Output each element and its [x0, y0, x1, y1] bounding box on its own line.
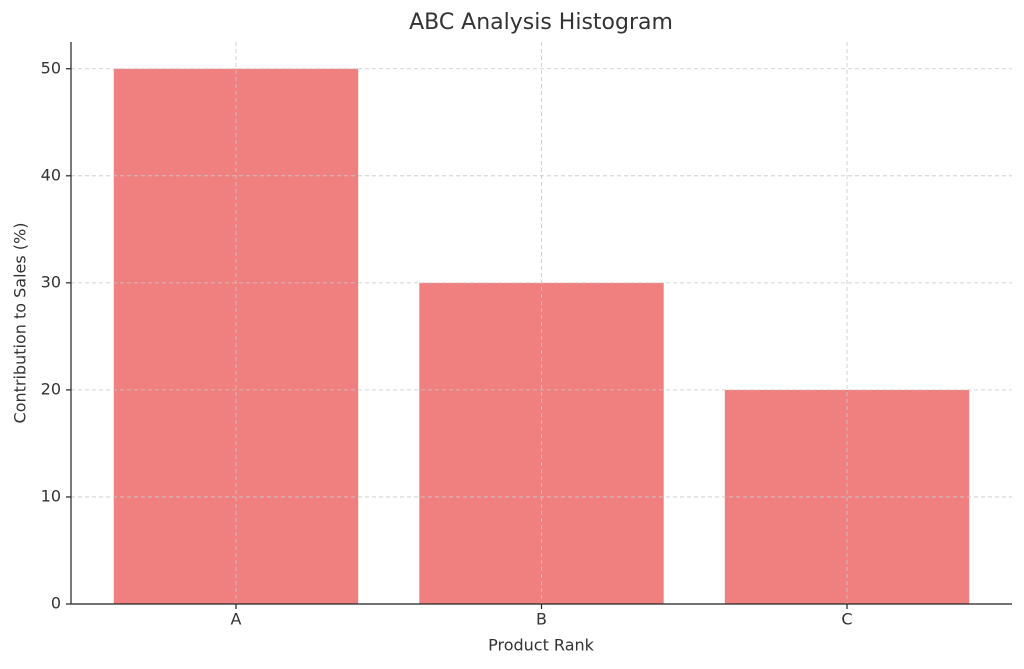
- x-tick-label: A: [231, 610, 242, 629]
- y-axis-label: Contribution to Sales (%): [11, 223, 30, 424]
- axes: 0 10 20 30 40 50 A B C: [41, 42, 1012, 629]
- y-tick-label: 50: [41, 58, 61, 77]
- x-tick-label: C: [841, 610, 852, 629]
- x-tick-label: B: [536, 610, 547, 629]
- y-tick-label: 40: [41, 165, 61, 184]
- chart-title: ABC Analysis Histogram: [409, 10, 673, 35]
- y-tick-label: 10: [41, 486, 61, 505]
- y-tick-label: 20: [41, 379, 61, 398]
- x-axis-label: Product Rank: [488, 636, 595, 655]
- y-tick-label: 30: [41, 272, 61, 291]
- y-tick-label: 0: [51, 594, 61, 613]
